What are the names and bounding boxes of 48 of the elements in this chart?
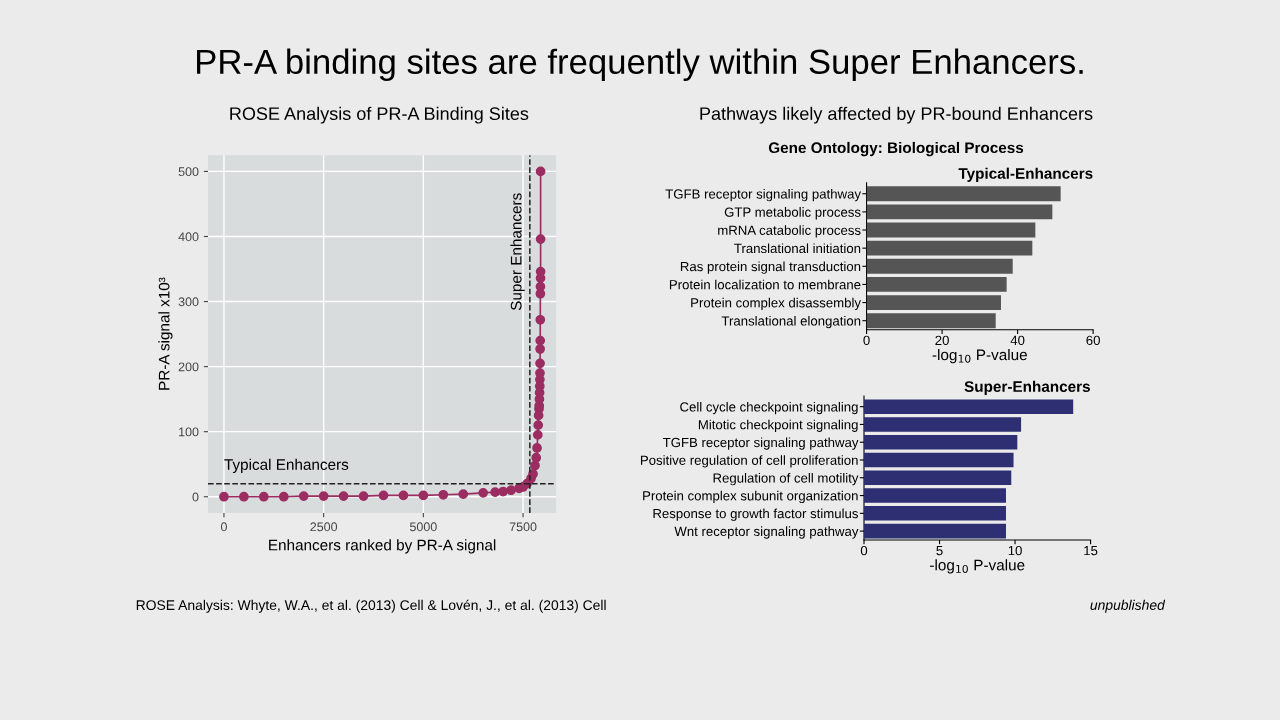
y-tick-label: Translational elongation — [721, 315, 861, 329]
chart-title: ROSE Analysis of PR-A Binding Sites — [230, 106, 529, 124]
x-axis-title: -log$_{10}$ P-value — [930, 559, 1025, 574]
y-tick-label: 500 — [178, 167, 199, 177]
y-tick-label: Mitotic checkpoint signaling — [698, 419, 858, 432]
x-tick-label: 5 — [936, 546, 943, 556]
y-tick-label: Positive regulation of cell proliferation — [640, 455, 858, 468]
y-tick-label: Ras protein signal transduction — [680, 261, 861, 274]
ref-line-label: Super Enhancers — [510, 193, 525, 311]
y-tick-label: 300 — [178, 297, 199, 307]
y-tick-label: Regulation of cell motility — [713, 473, 859, 486]
x-tick-label: 10 — [1008, 545, 1022, 556]
y-tick-label: Protein complex subunit organization — [643, 490, 858, 504]
y-tick-label: Wnt receptor signaling pathway — [674, 526, 859, 539]
text: PR-A binding sites are frequently within Super Enhancers. — [197, 48, 1083, 81]
x-tick-label: 20 — [935, 335, 949, 346]
x-tick-label: 0 — [220, 522, 227, 532]
y-tick-label: TGFB receptor signaling pathway — [662, 437, 859, 450]
x-tick-label: 2500 — [310, 522, 338, 532]
x-tick-label: 0 — [863, 335, 870, 346]
x-axis-title: Enhancers ranked by PR-A signal — [269, 539, 496, 554]
y-tick-label: 400 — [178, 232, 199, 242]
y-tick-label: Protein localization to membrane — [669, 279, 861, 290]
x-tick-label: 5000 — [409, 522, 437, 532]
x-tick-label: 40 — [1010, 335, 1025, 346]
text: Gene Ontology: Biological Process — [768, 141, 1024, 157]
ref-line-label: Typical Enhancers — [224, 458, 349, 473]
y-tick-label: TGFB receptor signaling pathway — [665, 188, 861, 202]
y-tick-label: mRNA catabolic process — [718, 225, 861, 238]
y-tick-label: Protein complex disassembly — [691, 297, 861, 311]
x-tick-label: 7500 — [509, 522, 537, 532]
chart-title: Typical-Enhancers — [958, 167, 1093, 182]
text: Pathways likely affected by PR-bound Enhancers — [700, 106, 1093, 124]
y-tick-label: 100 — [179, 427, 199, 437]
x-tick-label: 60 — [1086, 335, 1100, 346]
y-tick-label: GTP metabolic process — [724, 207, 861, 220]
y-tick-label: 200 — [178, 362, 199, 372]
y-axis-title: PR-A signal x10³ — [158, 277, 173, 390]
y-tick-label: Response to growth factor stimulus — [653, 508, 858, 521]
text: ROSE Analysis: Whyte, W.A., et al. (2013) Cell & Lovén, J., et al. (2013) Cell — [136, 599, 606, 613]
x-axis-title: -log$_{10}$ P-value — [932, 349, 1027, 364]
y-tick-label: Translational initiation — [734, 243, 861, 254]
x-tick-label: 0 — [860, 545, 868, 556]
y-tick-label: 0 — [192, 492, 199, 502]
x-tick-label: 15 — [1084, 546, 1098, 556]
chart-title: Super-Enhancers — [964, 380, 1090, 395]
text: unpublished — [1090, 599, 1166, 613]
y-tick-label: Cell cycle checkpoint signaling — [680, 401, 858, 415]
